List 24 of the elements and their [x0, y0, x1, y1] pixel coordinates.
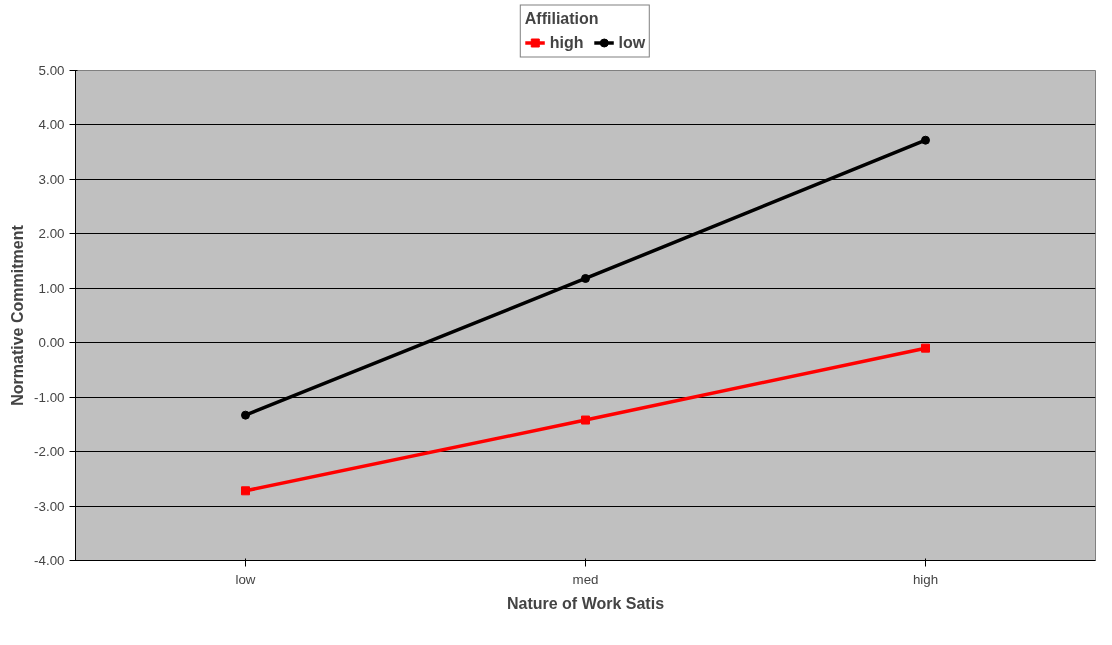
point: [921, 135, 930, 145]
y-tick-label: -4.00: [34, 553, 65, 568]
x-tick-label: low: [235, 571, 256, 587]
y-tick-label: -2.00: [34, 444, 65, 460]
legend-label: high: [549, 33, 584, 52]
y-tick-label: 2.00: [38, 226, 65, 242]
y-tick-label: 5.00: [38, 63, 65, 78]
point: [581, 415, 590, 425]
y-tick-label: 4.00: [38, 117, 65, 133]
point: [241, 486, 250, 496]
point: [921, 343, 930, 353]
y-tick-label: -3.00: [34, 498, 65, 514]
legend-label: low: [618, 33, 646, 52]
x-tick-label: high: [912, 571, 939, 587]
point: [581, 273, 590, 283]
x-tick-label: med: [572, 571, 599, 587]
y-tick-label: -1.00: [34, 389, 65, 405]
x-axis-title: Nature of Work Satis: [506, 594, 665, 612]
y-axis-title: Normative Commitment: [9, 224, 27, 406]
y-tick-label: 1.00: [38, 280, 65, 296]
legend-title: Affiliation: [524, 9, 600, 28]
point: [241, 410, 250, 420]
y-tick-label: 0.00: [38, 335, 65, 351]
y-tick-label: 3.00: [38, 171, 65, 187]
